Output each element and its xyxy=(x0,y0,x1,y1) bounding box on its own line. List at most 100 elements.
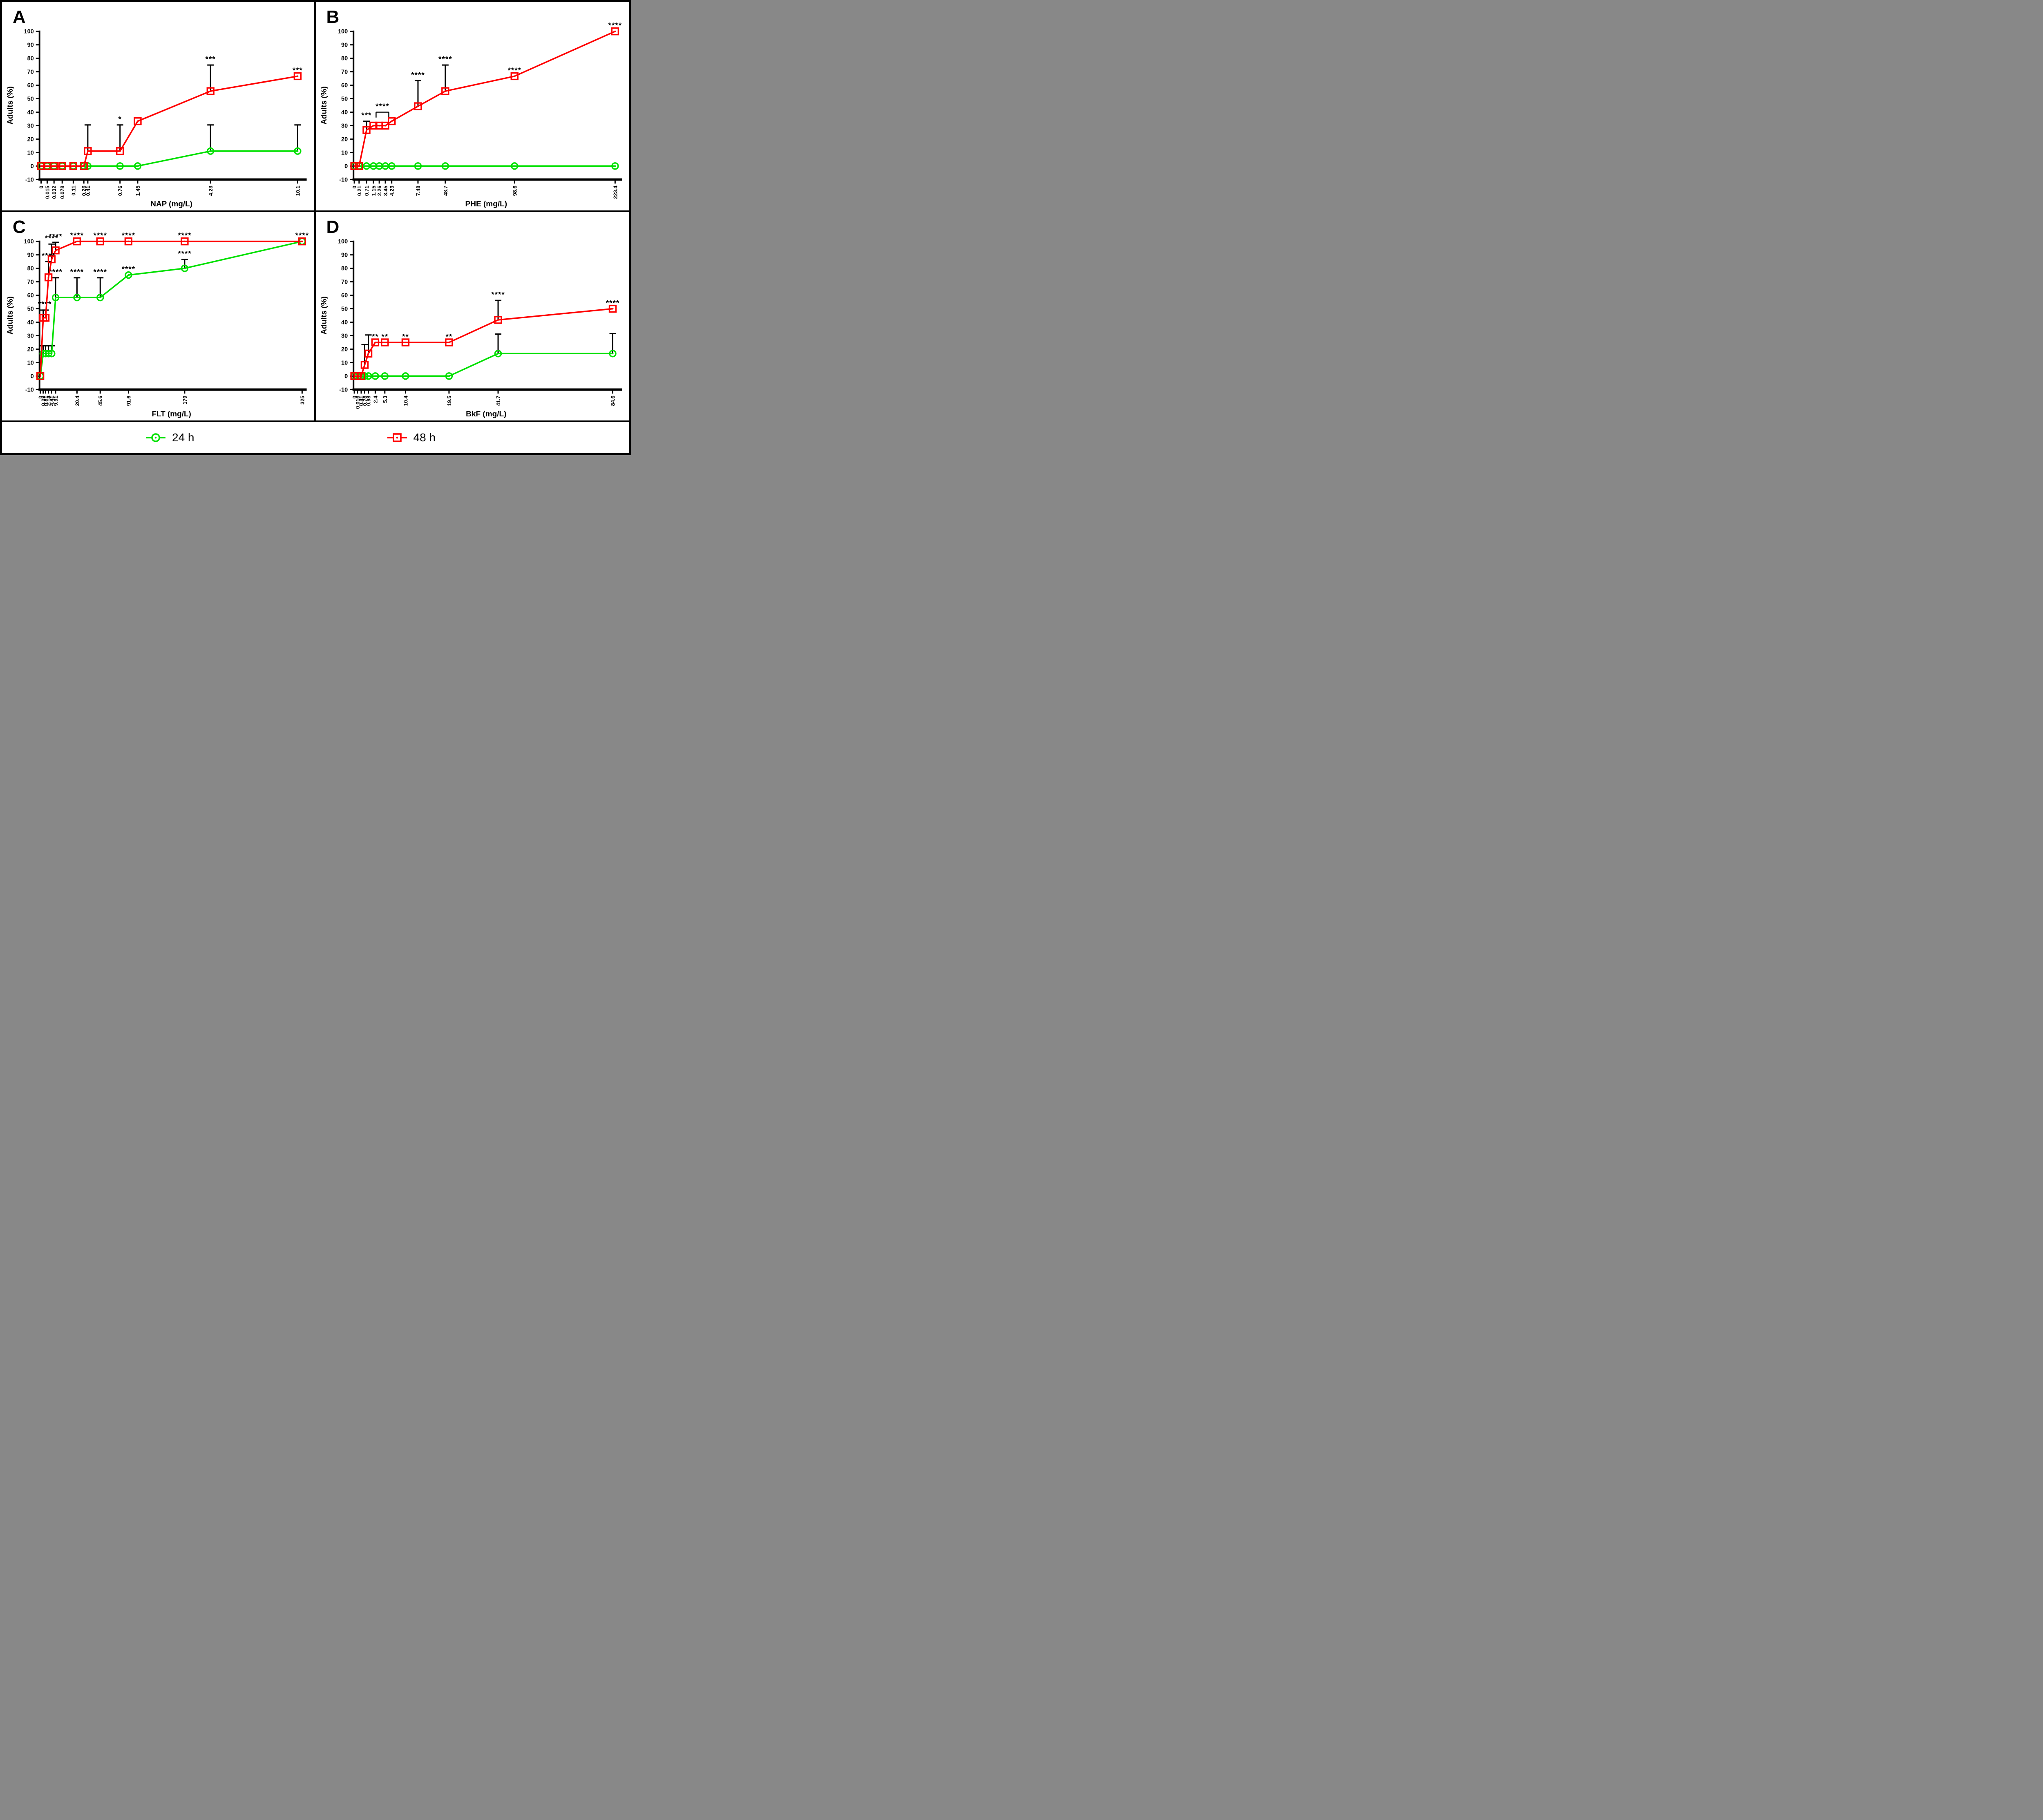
svg-text:45.6: 45.6 xyxy=(97,396,103,406)
svg-text:30: 30 xyxy=(341,333,348,339)
svg-text:91.6: 91.6 xyxy=(125,396,132,406)
svg-text:****: **** xyxy=(94,268,107,277)
svg-text:Adults (%): Adults (%) xyxy=(6,86,15,125)
svg-text:4.23: 4.23 xyxy=(389,186,395,196)
svg-text:**: ** xyxy=(445,333,452,341)
svg-text:0.41: 0.41 xyxy=(358,396,364,406)
svg-text:4.41: 4.41 xyxy=(49,396,55,406)
svg-text:***: *** xyxy=(293,67,303,75)
svg-text:-10: -10 xyxy=(25,177,34,183)
svg-text:90: 90 xyxy=(341,42,348,49)
svg-text:84.6: 84.6 xyxy=(610,396,616,406)
panel-c: 100 90 80 70 60 50 40 30 20 10 0 -10 0 0.29 0.81 2.14 4.… xyxy=(2,212,316,422)
svg-text:30: 30 xyxy=(27,123,34,129)
panel-c-letter: C xyxy=(13,217,26,237)
svg-text:20: 20 xyxy=(341,136,348,143)
svg-text:2.14: 2.14 xyxy=(46,395,52,406)
svg-text:0.26: 0.26 xyxy=(81,186,87,196)
svg-text:Adults (%): Adults (%) xyxy=(320,86,329,125)
svg-text:60: 60 xyxy=(27,83,34,89)
svg-text:30: 30 xyxy=(341,123,348,129)
svg-text:***: *** xyxy=(361,112,371,120)
legend-marker-48h-square-icon xyxy=(387,433,407,442)
svg-text:****: **** xyxy=(49,268,62,277)
svg-text:100: 100 xyxy=(24,29,34,35)
svg-text:0.015: 0.015 xyxy=(44,186,50,199)
panel-grid: 100 90 80 70 60 50 40 30 20 10 0 -10 0 0.015 0.032 0.07… xyxy=(2,2,629,453)
svg-text:20: 20 xyxy=(341,346,348,353)
svg-text:100: 100 xyxy=(338,29,347,35)
svg-text:****: **** xyxy=(42,252,55,260)
svg-text:BkF (mg/L): BkF (mg/L) xyxy=(466,410,506,418)
svg-text:50: 50 xyxy=(27,96,34,103)
svg-text:80: 80 xyxy=(27,266,34,272)
svg-text:-10: -10 xyxy=(25,387,34,393)
svg-text:****: **** xyxy=(70,268,84,277)
legend-label-24h: 24 h xyxy=(172,431,194,444)
svg-text:10: 10 xyxy=(27,150,34,156)
svg-text:****: **** xyxy=(122,232,135,240)
svg-text:-10: -10 xyxy=(339,387,348,393)
svg-text:50: 50 xyxy=(341,306,348,313)
svg-text:70: 70 xyxy=(341,69,348,76)
svg-text:****: **** xyxy=(411,71,425,79)
svg-text:****: **** xyxy=(38,300,51,309)
figure-frame: 100 90 80 70 60 50 40 30 20 10 0 -10 0 0.015 0.032 0.07… xyxy=(0,0,631,455)
svg-text:****: **** xyxy=(178,250,191,258)
svg-text:****: **** xyxy=(376,103,389,111)
svg-text:80: 80 xyxy=(341,266,348,272)
chart-d-bkf: 1009080706050403020100-1000.0160.410.780… xyxy=(320,239,622,418)
svg-text:0.11: 0.11 xyxy=(70,186,76,195)
legend: 24 h 48 h xyxy=(2,422,629,453)
svg-text:10.1: 10.1 xyxy=(295,186,301,196)
svg-text:****: **** xyxy=(122,265,135,274)
svg-text:19.5: 19.5 xyxy=(446,396,452,406)
svg-text:****: **** xyxy=(438,55,452,64)
svg-text:10: 10 xyxy=(27,360,34,366)
svg-text:-10: -10 xyxy=(339,177,348,183)
svg-text:20.4: 20.4 xyxy=(74,395,80,406)
svg-text:60: 60 xyxy=(27,293,34,299)
panel-d-letter: D xyxy=(326,217,340,237)
svg-text:98.6: 98.6 xyxy=(512,186,518,196)
svg-text:9.91: 9.91 xyxy=(53,396,59,406)
svg-text:5.3: 5.3 xyxy=(382,396,388,403)
svg-text:7.48: 7.48 xyxy=(415,186,421,196)
legend-item-48h: 48 h xyxy=(387,431,436,444)
svg-text:****: **** xyxy=(491,291,505,299)
svg-text:3.45: 3.45 xyxy=(382,186,389,196)
legend-marker-24h-circle-icon xyxy=(146,433,165,442)
svg-text:Adults (%): Adults (%) xyxy=(6,296,15,335)
svg-text:****: **** xyxy=(94,232,107,240)
svg-text:10: 10 xyxy=(341,360,348,366)
svg-text:80: 80 xyxy=(27,56,34,62)
svg-text:***: *** xyxy=(206,55,216,64)
svg-text:10.4: 10.4 xyxy=(402,395,409,406)
svg-text:1.45: 1.45 xyxy=(135,186,141,196)
svg-text:FLT (mg/L): FLT (mg/L) xyxy=(152,410,191,418)
svg-text:1.15: 1.15 xyxy=(370,186,376,196)
panel-b: 100 90 80 70 60 50 40 30 20 10 0 -10 0 0.21 0.71 1.15 2.… xyxy=(315,2,629,212)
svg-text:40: 40 xyxy=(27,319,34,326)
svg-text:0.21: 0.21 xyxy=(356,186,362,196)
svg-text:20: 20 xyxy=(27,346,34,353)
svg-text:**: ** xyxy=(381,333,388,341)
svg-text:90: 90 xyxy=(341,252,348,259)
svg-text:20: 20 xyxy=(27,136,34,143)
svg-text:70: 70 xyxy=(27,279,34,286)
svg-text:****: **** xyxy=(70,232,84,240)
panel-d: 100 90 80 70 60 50 40 30 20 10 0 -10 0 0.016 0.41 0.78 0… xyxy=(315,212,629,422)
svg-text:PHE (mg/L): PHE (mg/L) xyxy=(465,200,507,208)
svg-text:*: * xyxy=(118,115,122,124)
svg-text:****: **** xyxy=(49,233,62,241)
svg-text:0.29: 0.29 xyxy=(40,396,47,406)
svg-text:30: 30 xyxy=(27,333,34,339)
svg-text:**: ** xyxy=(372,333,379,341)
svg-text:0: 0 xyxy=(344,163,348,170)
svg-text:40: 40 xyxy=(341,320,348,326)
svg-text:NAP (mg/L): NAP (mg/L) xyxy=(150,200,192,208)
svg-text:0: 0 xyxy=(38,396,44,398)
svg-text:40: 40 xyxy=(27,109,34,116)
